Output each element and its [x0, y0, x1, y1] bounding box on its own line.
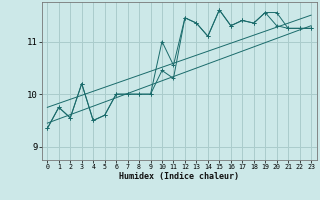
- X-axis label: Humidex (Indice chaleur): Humidex (Indice chaleur): [119, 172, 239, 181]
